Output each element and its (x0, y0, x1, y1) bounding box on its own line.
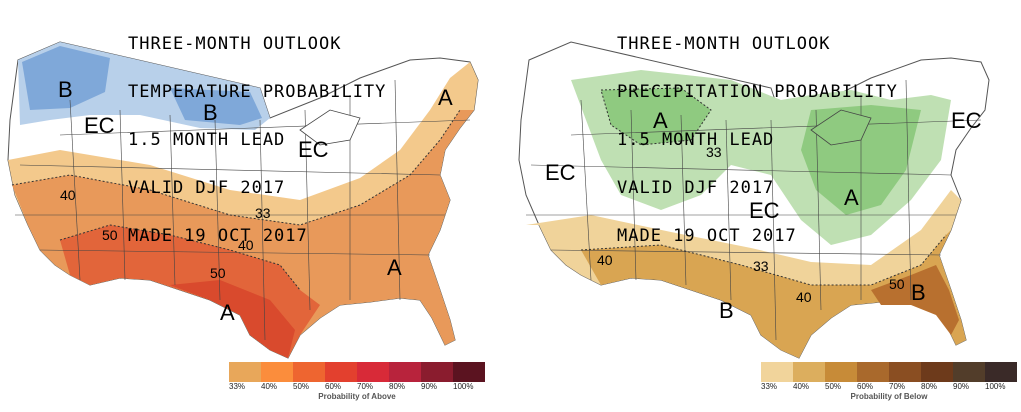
legend-swatch (953, 362, 985, 382)
legend-tick-label: 40% (261, 382, 278, 391)
legend-tick-label: 70% (357, 382, 374, 391)
legend-swatch (389, 362, 421, 382)
temperature-map: B B EC EC A A A 40 50 33 40 50 (7, 41, 479, 359)
legend-swatch (761, 362, 793, 382)
legend-ticks: 33% 40% 50% 60% 70% 80% 90% 100% (761, 382, 1017, 391)
title-line: PRECIPITATION PROBABILITY (617, 82, 898, 102)
legend-swatch (229, 362, 261, 382)
below-50-region (871, 265, 959, 335)
title-line: VALID DJF 2017 (617, 178, 775, 198)
above-60-region (170, 280, 295, 358)
legend-swatch (825, 362, 857, 382)
contour-label-33-north: 33 (706, 144, 722, 160)
contour-lines (580, 87, 947, 286)
title-line: MADE 19 OCT 2017 (128, 226, 308, 246)
region-label-below-west: B (58, 77, 73, 102)
contour-label-40-west: 40 (597, 252, 613, 268)
temperature-title-block: THREE-MONTH OUTLOOK TEMPERATURE PROBABIL… (128, 4, 386, 276)
legend-caption: Probability of Above (318, 392, 396, 401)
below-40-region (581, 230, 966, 358)
legend-tick-label: 90% (421, 382, 438, 391)
legend-tick-label: 90% (953, 382, 970, 391)
contour-label-33-central: 33 (255, 205, 271, 221)
title-line: MADE 19 OCT 2017 (617, 226, 797, 246)
region-label-below-north: B (203, 100, 218, 125)
legend-swatches (229, 362, 485, 382)
region-label-above-northeast: A (438, 85, 453, 110)
legend-swatch (857, 362, 889, 382)
temperature-legend: 33% 40% 50% 60% 70% 80% 90% 100% Probability of… (229, 362, 485, 401)
contour-label-33-south: 33 (753, 258, 769, 274)
title-line: 1.5 MONTH LEAD (128, 130, 286, 150)
legend-tick-label: 100% (453, 382, 474, 391)
legend-swatch (453, 362, 485, 382)
legend-tick-label: 70% (889, 382, 906, 391)
legend-swatch (985, 362, 1017, 382)
legend-swatch (921, 362, 953, 382)
legend-swatch (293, 362, 325, 382)
legend-tick-label: 33% (229, 382, 246, 391)
region-label-ec-west: EC (545, 160, 576, 185)
region-label-above-southeast: A (387, 255, 402, 280)
region-label-above-south: A (220, 300, 235, 325)
great-lakes (299, 109, 361, 146)
legend-tick-label: 50% (293, 382, 310, 391)
legend-swatch (889, 362, 921, 382)
great-lakes (810, 109, 872, 146)
region-label-ec-east: EC (298, 137, 329, 162)
region-label-ec-west: EC (84, 113, 115, 138)
contour-label-40-south: 40 (796, 289, 812, 305)
legend-ticks: 33% 40% 50% 60% 70% 80% 90% 100% (229, 382, 485, 391)
legend-tick-label: 33% (761, 382, 778, 391)
legend-tick-label: 100% (985, 382, 1006, 391)
legend-tick-label: 80% (921, 382, 938, 391)
region-label-ec-central: EC (749, 198, 780, 223)
region-label-ec-northeast: EC (951, 108, 982, 133)
legend-tick-label: 50% (825, 382, 842, 391)
title-line: THREE-MONTH OUTLOOK (128, 34, 342, 54)
region-label-above-ohio-valley: A (844, 185, 859, 210)
legend-tick-label: 80% (389, 382, 406, 391)
legend-tick-label: 40% (793, 382, 810, 391)
state-boundaries (526, 79, 982, 341)
contour-label-50-west: 50 (102, 227, 118, 243)
legend-caption: Probability of Below (850, 392, 928, 401)
contour-label-40-central: 40 (238, 237, 254, 253)
title-line: THREE-MONTH OUTLOOK (617, 34, 831, 54)
precipitation-legend: 33% 40% 50% 60% 70% 80% 90% 100% Probability of… (761, 362, 1017, 401)
region-label-below-south: B (719, 298, 734, 323)
below-40-region (22, 46, 262, 125)
precipitation-outlook-panel: A A EC EC EC B B 33 40 33 40 50 THREE-MO… (511, 0, 1021, 412)
contour-label-50-south: 50 (210, 265, 226, 281)
title-line: VALID DJF 2017 (128, 178, 286, 198)
region-label-below-southeast: B (911, 280, 926, 305)
contour-label-40-west: 40 (60, 187, 76, 203)
temperature-outlook-panel: B B EC EC A A A 40 50 33 40 50 THREE-MON… (0, 0, 510, 412)
legend-swatch (261, 362, 293, 382)
contour-lines (11, 109, 461, 291)
legend-swatch (793, 362, 825, 382)
title-line: TEMPERATURE PROBABILITY (128, 82, 387, 102)
precipitation-map: A A EC EC EC B B 33 40 33 40 50 (518, 41, 990, 359)
region-label-above-northwest: A (653, 108, 668, 133)
contour-label-50-southeast: 50 (889, 276, 905, 292)
legend-swatch (421, 362, 453, 382)
legend-tick-label: 60% (857, 382, 874, 391)
legend-swatch (357, 362, 389, 382)
legend-swatches (761, 362, 1017, 382)
above-40-region (12, 110, 474, 358)
legend-swatch (325, 362, 357, 382)
title-line: 1.5 MONTH LEAD (617, 130, 775, 150)
legend-tick-label: 60% (325, 382, 342, 391)
precipitation-title-block: THREE-MONTH OUTLOOK PRECIPITATION PROBAB… (617, 4, 898, 276)
